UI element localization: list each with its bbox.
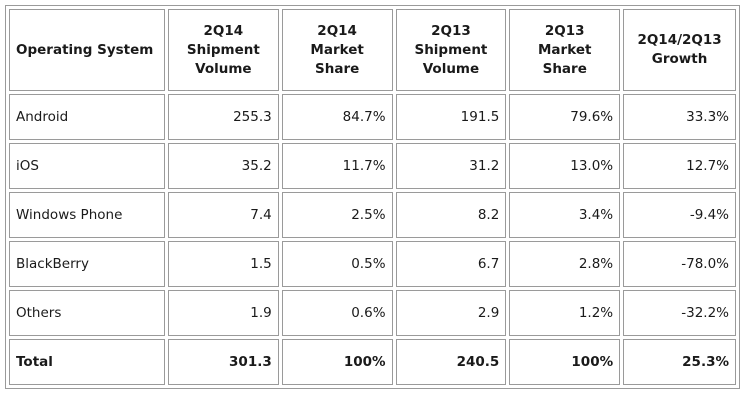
table-row: BlackBerry 1.5 0.5% 6.7 2.8% -78.0% [9, 241, 736, 287]
header-line: 2Q14 [203, 22, 244, 39]
cell-2q14-share: 0.5% [281, 241, 393, 287]
cell-2q14-share: 2.5% [281, 192, 393, 238]
header-2q13-market-share: 2Q13 Market Share [509, 9, 621, 91]
cell-2q13-volume: 240.5 [395, 339, 507, 385]
cell-2q13-share: 2.8% [509, 241, 621, 287]
cell-2q13-share: 13.0% [509, 143, 621, 189]
os-shipment-table: Operating System 2Q14 Shipment Volume 2Q… [5, 5, 740, 389]
table-row: iOS 35.2 11.7% 31.2 13.0% 12.7% [9, 143, 736, 189]
header-line: Operating System [16, 41, 154, 58]
cell-os: Total [9, 339, 165, 385]
cell-os: iOS [9, 143, 165, 189]
cell-2q14-share: 11.7% [281, 143, 393, 189]
cell-os: Windows Phone [9, 192, 165, 238]
cell-2q14-share: 84.7% [281, 94, 393, 140]
header-line: Share [542, 60, 587, 77]
header-line: Shipment [414, 41, 488, 58]
cell-growth: -9.4% [623, 192, 736, 238]
table-row: Android 255.3 84.7% 191.5 79.6% 33.3% [9, 94, 736, 140]
cell-2q14-volume: 301.3 [167, 339, 279, 385]
cell-2q14-volume: 255.3 [167, 94, 279, 140]
cell-2q13-share: 1.2% [509, 290, 621, 336]
header-line: Growth [651, 51, 708, 67]
header-line: Shipment [186, 41, 260, 58]
header-line: 2Q13 Market [538, 22, 592, 58]
cell-2q13-volume: 8.2 [395, 192, 507, 238]
table-row: Windows Phone 7.4 2.5% 8.2 3.4% -9.4% [9, 192, 736, 238]
cell-os: Android [9, 94, 165, 140]
cell-growth: 12.7% [623, 143, 736, 189]
cell-2q13-volume: 2.9 [395, 290, 507, 336]
cell-growth: -32.2% [623, 290, 736, 336]
cell-2q13-share: 100% [509, 339, 621, 385]
cell-os: Others [9, 290, 165, 336]
cell-2q14-share: 0.6% [281, 290, 393, 336]
cell-growth: -78.0% [623, 241, 736, 287]
header-line: 2Q14/2Q13 [637, 32, 722, 48]
cell-growth: 33.3% [623, 94, 736, 140]
cell-2q14-volume: 1.9 [167, 290, 279, 336]
cell-growth: 25.3% [623, 339, 736, 385]
cell-2q14-share: 100% [281, 339, 393, 385]
cell-2q14-volume: 35.2 [167, 143, 279, 189]
cell-2q13-share: 79.6% [509, 94, 621, 140]
header-growth: 2Q14/2Q13 Growth [623, 9, 736, 91]
header-line: 2Q14 Market [310, 22, 364, 58]
header-operating-system: Operating System [9, 9, 165, 91]
cell-2q14-volume: 7.4 [167, 192, 279, 238]
header-row: Operating System 2Q14 Shipment Volume 2Q… [9, 9, 736, 91]
cell-os: BlackBerry [9, 241, 165, 287]
header-line: Volume [195, 60, 252, 77]
header-2q14-market-share: 2Q14 Market Share [281, 9, 393, 91]
table-row: Others 1.9 0.6% 2.9 1.2% -32.2% [9, 290, 736, 336]
cell-2q13-volume: 31.2 [395, 143, 507, 189]
cell-2q14-volume: 1.5 [167, 241, 279, 287]
cell-2q13-volume: 191.5 [395, 94, 507, 140]
cell-2q13-volume: 6.7 [395, 241, 507, 287]
total-row: Total 301.3 100% 240.5 100% 25.3% [9, 339, 736, 385]
cell-2q13-share: 3.4% [509, 192, 621, 238]
header-line: Volume [422, 60, 480, 77]
header-2q13-shipment-volume: 2Q13 Shipment Volume [395, 9, 507, 91]
header-2q14-shipment-volume: 2Q14 Shipment Volume [167, 9, 279, 91]
header-line: 2Q13 [431, 22, 471, 39]
header-line: Share [315, 60, 360, 77]
